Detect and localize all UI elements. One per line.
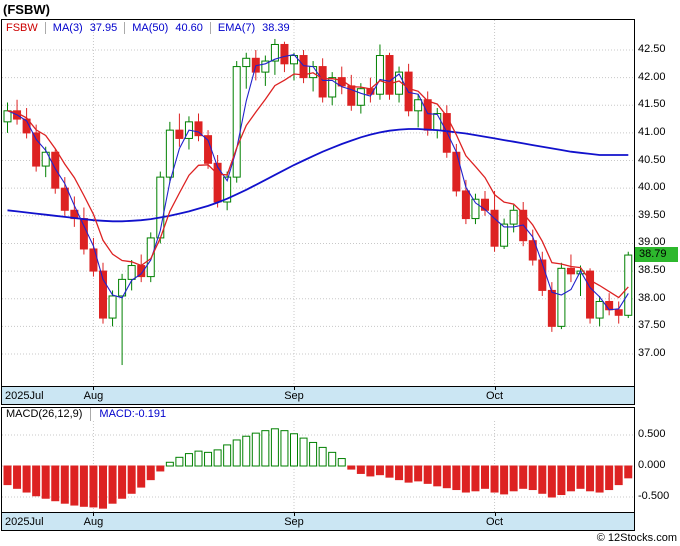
price-axis-label: 37.00 <box>638 346 666 359</box>
ema7-line <box>7 72 629 299</box>
macd-axis-label: 0.500 <box>638 428 666 440</box>
macd-axis-label: 0.000 <box>638 459 666 471</box>
macd-y-axis: 0.500 0.000 -0.500 <box>636 421 680 512</box>
price-axis-label: 37.50 <box>638 319 666 332</box>
macd-axis-label: -0.500 <box>638 490 670 502</box>
axis-tick <box>93 513 95 516</box>
axis-tick <box>494 387 496 390</box>
price-axis-label: 41.00 <box>638 125 666 138</box>
legend-item-ema7: EMA(7) 38.39 <box>209 22 297 34</box>
ma3-line <box>7 54 629 311</box>
price-axis-label: 42.50 <box>638 43 666 55</box>
macd-chart-canvas <box>2 421 634 512</box>
legend-item-ma3: MA(3) 37.95 <box>44 22 124 34</box>
overlay-lines <box>7 54 629 311</box>
macd-panel: MACD(26,12,9) MACD:-0.191 2025Jul Aug Sep O… <box>1 407 635 531</box>
copyright-notice: © 12Stocks.com <box>596 532 677 544</box>
axis-tick <box>494 513 496 516</box>
price-axis-label: 38.00 <box>638 291 666 304</box>
candlesticks <box>3 38 633 366</box>
legend-item-ma50: MA(50) 40.60 <box>124 22 210 34</box>
last-price-badge: 38.79 <box>635 247 678 263</box>
month-label: Sep <box>284 390 304 402</box>
legend-label: EMA(7) <box>217 22 256 34</box>
legend-symbol: FSBW <box>6 22 38 34</box>
month-label: Oct <box>485 516 504 528</box>
axis-tick <box>294 387 295 390</box>
legend-value: 40.60 <box>175 22 203 34</box>
price-axis-label: 38.50 <box>638 264 666 277</box>
macd-header: MACD(26,12,9) MACD:-0.191 <box>2 408 174 421</box>
chart-legend: FSBW MA(3) 37.95 MA(50) 40.60 EMA(7) 38.39 <box>2 21 297 35</box>
price-axis-label: 40.50 <box>638 153 666 166</box>
month-label: Oct <box>485 390 504 402</box>
price-grid <box>2 20 634 386</box>
price-axis-label: 42.00 <box>638 70 666 83</box>
macd-value: MACD:-0.191 <box>90 408 174 421</box>
month-label: 2025Jul <box>5 390 44 402</box>
legend-label: MA(3) <box>52 22 83 34</box>
price-chart-panel: FSBW MA(3) 37.95 MA(50) 40.60 EMA(7) 38.39 … <box>1 19 635 405</box>
macd-x-axis: 2025Jul Aug Sep Oct <box>2 512 634 530</box>
month-label: Aug <box>83 390 104 402</box>
macd-indicator-label: MACD(26,12,9) <box>6 408 83 420</box>
legend-value: 37.95 <box>89 22 118 34</box>
price-chart-canvas <box>2 20 634 386</box>
price-axis-label: 40.00 <box>638 181 666 194</box>
price-axis-label: 41.50 <box>638 98 666 111</box>
month-label: Aug <box>83 516 104 528</box>
axis-tick <box>294 513 295 516</box>
symbol-title: (FSBW) <box>3 2 50 17</box>
legend-label: MA(50) <box>132 22 169 34</box>
macd-histogram <box>3 428 633 509</box>
legend-value: 38.39 <box>262 22 290 34</box>
price-y-axis: 42.50 42.00 41.50 41.00 40.50 40.00 39.50 39.00… <box>636 20 680 386</box>
price-x-axis: 2025Jul Aug Sep Oct <box>2 386 634 404</box>
month-label: 2025Jul <box>5 516 44 528</box>
price-axis-label: 39.00 <box>638 236 666 249</box>
axis-tick <box>93 387 95 390</box>
month-label: Sep <box>284 516 304 528</box>
price-axis-label: 39.50 <box>638 208 666 221</box>
ma50-line <box>7 128 629 223</box>
